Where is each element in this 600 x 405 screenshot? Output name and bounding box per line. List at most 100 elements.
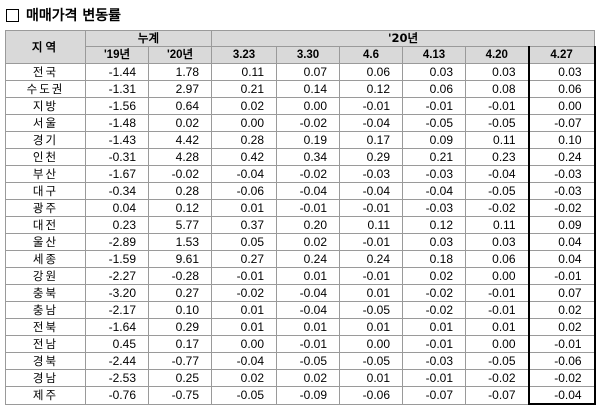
row-value: -0.05: [465, 182, 530, 200]
row-value: 0.02: [211, 369, 278, 387]
subheader-cumulative-1: '20년: [147, 46, 213, 64]
row-value: 0.27: [211, 250, 278, 268]
header-region: 지역: [5, 30, 86, 64]
row-value: -2.44: [85, 352, 149, 370]
table-row: 경북 -2.44 -0.77 -0.04 -0.05 -0.05 -0.03 -0.05 -0.…: [5, 352, 596, 370]
row-region: 광주: [5, 199, 86, 217]
row-value: 0.07: [527, 284, 596, 302]
row-value: -0.01: [465, 301, 530, 319]
row-value: 0.01: [402, 318, 467, 336]
row-value: 0.10: [527, 131, 596, 149]
row-value: -0.01: [339, 97, 404, 115]
row-value: 0.21: [211, 80, 278, 98]
row-value: 0.29: [339, 148, 404, 166]
row-value: -0.02: [465, 369, 530, 387]
header-row-2: '19년 '20년 3.23 3.30 4.6 4.13 4.20 4.27: [6, 46, 596, 64]
row-value: 0.01: [211, 301, 278, 319]
row-value: -0.03: [339, 165, 404, 183]
subheader-week-4: 4.20: [465, 46, 530, 64]
row-value: 0.00: [465, 335, 530, 353]
row-value: -1.48: [85, 114, 149, 132]
row-region: 충남: [5, 301, 86, 319]
row-region: 경북: [5, 352, 86, 370]
row-value: -0.01: [465, 97, 530, 115]
subheader-week-5: 4.27: [527, 46, 596, 64]
header-row-1: 지역 누계 '20년: [5, 30, 596, 64]
row-value: -0.03: [402, 352, 467, 370]
row-value: 0.18: [402, 250, 467, 268]
row-value: 0.09: [402, 131, 467, 149]
row-value: -0.07: [402, 386, 467, 405]
row-value: 0.06: [527, 80, 596, 98]
row-value: -0.04: [276, 284, 341, 302]
table-row: 충남 -2.17 0.10 0.01 -0.04 -0.05 -0.02 -0.01 0.02: [5, 301, 596, 319]
row-region: 지방: [5, 97, 86, 115]
table-row: 강원 -2.27 -0.28 -0.01 0.01 -0.01 0.02 0.00 -0.01: [5, 267, 596, 285]
row-value: 0.01: [465, 318, 530, 336]
row-value: -0.05: [211, 386, 278, 405]
row-value: 0.02: [276, 233, 341, 251]
row-value: 0.03: [402, 63, 467, 81]
row-value: 5.77: [147, 216, 213, 234]
row-value: 1.78: [147, 63, 213, 81]
row-region: 부산: [5, 165, 86, 183]
row-value: -1.44: [85, 63, 149, 81]
row-value: 0.02: [527, 301, 596, 319]
row-value: -0.02: [402, 301, 467, 319]
row-region: 전국: [5, 63, 86, 81]
row-value: 0.01: [339, 284, 404, 302]
row-value: -0.01: [527, 267, 596, 285]
table-row: 충북 -3.20 0.27 -0.02 -0.04 0.01 -0.02 -0.01 0.07: [5, 284, 596, 302]
table-row: 전남 0.45 0.17 0.00 -0.01 0.00 -0.01 0.00 -0.01: [5, 335, 596, 353]
row-value: 4.28: [147, 148, 213, 166]
row-value: -0.04: [339, 114, 404, 132]
row-value: -0.03: [527, 182, 596, 200]
row-value: 0.06: [339, 63, 404, 81]
table-row: 전북 -1.64 0.29 0.01 0.01 0.01 0.01 0.01 0.02: [5, 318, 596, 336]
table-row: 광주 0.04 0.12 0.01 -0.01 -0.01 -0.03 -0.02 -0.02: [5, 199, 596, 217]
row-value: 0.01: [211, 318, 278, 336]
row-value: 0.02: [527, 318, 596, 336]
table-row: 인천 -0.31 4.28 0.42 0.34 0.29 0.21 0.23 0.24: [5, 148, 596, 166]
row-value: -0.09: [276, 386, 341, 405]
row-value: -0.02: [402, 284, 467, 302]
row-value: 0.00: [276, 97, 341, 115]
row-value: -0.01: [402, 335, 467, 353]
row-value: 0.03: [402, 233, 467, 251]
row-value: 0.24: [527, 148, 596, 166]
table-row: 제주 -0.76 -0.75 -0.05 -0.09 -0.06 -0.07 -0.07 -0.…: [5, 386, 596, 405]
row-value: -0.04: [211, 352, 278, 370]
row-value: 0.02: [276, 369, 341, 387]
row-region: 전북: [5, 318, 86, 336]
row-value: 2.97: [147, 80, 213, 98]
row-value: -0.05: [465, 114, 530, 132]
table-row: 서울 -1.48 0.02 0.00 -0.02 -0.04 -0.05 -0.05 -0.07: [5, 114, 596, 132]
row-value: -0.03: [402, 199, 467, 217]
row-value: 0.00: [211, 114, 278, 132]
row-value: -0.04: [527, 386, 596, 405]
row-value: 0.28: [211, 131, 278, 149]
table-row: 대구 -0.34 0.28 -0.06 -0.04 -0.04 -0.04 -0.05 -0.0…: [5, 182, 596, 200]
subheader-week-2: 4.6: [339, 46, 404, 64]
row-value: -3.20: [85, 284, 149, 302]
table-row: 수도권 -1.31 2.97 0.21 0.14 0.12 0.06 0.08 0.06: [5, 80, 596, 98]
row-value: 9.61: [147, 250, 213, 268]
table-row: 지방 -1.56 0.64 0.02 0.00 -0.01 -0.01 -0.01 0.00: [5, 97, 596, 115]
row-value: 0.06: [402, 80, 467, 98]
header-2020: '20년: [211, 30, 596, 47]
row-value: 0.37: [211, 216, 278, 234]
row-region: 대구: [5, 182, 86, 200]
row-value: -0.01: [276, 335, 341, 353]
subheader-week-3: 4.13: [402, 46, 467, 64]
row-value: -0.75: [147, 386, 213, 405]
row-value: 0.19: [276, 131, 341, 149]
row-value: 0.23: [85, 216, 149, 234]
table-row: 부산 -1.67 -0.02 -0.04 -0.02 -0.03 -0.03 -0.04 -0.…: [5, 165, 596, 183]
row-value: 0.02: [402, 267, 467, 285]
subheader-week-0: 3.23: [211, 46, 278, 64]
row-value: -2.89: [85, 233, 149, 251]
row-value: -0.04: [276, 301, 341, 319]
row-value: 0.11: [465, 216, 530, 234]
row-value: -1.64: [85, 318, 149, 336]
row-value: -0.04: [465, 165, 530, 183]
